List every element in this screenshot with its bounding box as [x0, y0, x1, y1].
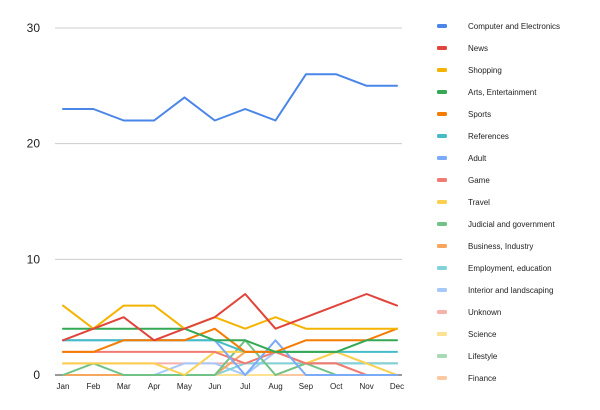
legend-label: Shopping [468, 66, 502, 75]
legend-label: References [468, 132, 509, 141]
legend-label: Computer and Electronics [468, 22, 560, 31]
legend-swatch-arts-entertainment [437, 90, 447, 94]
series-lines [62, 73, 398, 376]
legend-swatch-interior-and-landscaping [437, 288, 447, 292]
series-line-computer-and-electronics [62, 73, 398, 122]
legend-swatch-finance [437, 376, 447, 380]
x-axis-tick-labels: Jan Feb Mar Apr May Jun Jul Aug Sep Oct Nov Dec [57, 382, 405, 391]
x-tick-label: Jun [208, 382, 221, 391]
legend-swatch-science [437, 332, 447, 336]
x-tick-label: Feb [86, 382, 100, 391]
legend-swatch-travel [437, 200, 447, 204]
x-tick-label: Oct [330, 382, 343, 391]
y-tick-label: 20 [27, 137, 41, 151]
legend-label: Game [468, 176, 490, 185]
legend-label: Interior and landscaping [468, 286, 553, 295]
legend-label: News [468, 44, 488, 53]
x-tick-label: Apr [148, 382, 161, 391]
series-line-shopping [62, 304, 398, 330]
legend-swatch-game [437, 178, 447, 182]
legend: Computer and Electronics News Shopping Arts… [437, 22, 560, 383]
legend-label: Travel [468, 198, 490, 207]
legend-swatch-employment-education [437, 266, 447, 270]
legend-label: Employment, education [468, 264, 552, 273]
x-tick-label: Aug [268, 382, 282, 391]
x-tick-label: May [177, 382, 192, 391]
series-line-arts-entertainment [62, 327, 398, 353]
legend-swatch-business-industry [437, 244, 447, 248]
x-tick-label: Sep [299, 382, 314, 391]
legend-label: Sports [468, 110, 491, 119]
legend-swatch-shopping [437, 68, 447, 72]
legend-swatch-unknown [437, 310, 447, 314]
y-tick-label: 10 [27, 252, 41, 266]
legend-label: Arts, Entertainment [468, 88, 537, 97]
legend-swatch-references [437, 134, 447, 138]
x-tick-label: Dec [390, 382, 404, 391]
legend-swatch-sports [437, 112, 447, 116]
y-tick-label: 0 [33, 368, 40, 382]
legend-label: Science [468, 330, 497, 339]
x-tick-label: Jul [240, 382, 250, 391]
legend-swatch-lifestyle [437, 354, 447, 358]
legend-label: Judicial and government [468, 220, 555, 229]
x-tick-label: Mar [117, 382, 131, 391]
legend-label: Business, Industry [468, 242, 533, 251]
series-line-news [62, 293, 398, 342]
legend-swatch-judicial-and-government [437, 222, 447, 226]
series-line-travel [62, 350, 398, 376]
legend-label: Lifestyle [468, 352, 498, 361]
legend-swatch-adult [437, 156, 447, 160]
legend-label: Unknown [468, 308, 501, 317]
legend-swatch-news [437, 46, 447, 50]
series-line-references [62, 339, 398, 353]
legend-label: Finance [468, 374, 497, 383]
legend-label: Adult [468, 154, 487, 163]
x-tick-label: Nov [360, 382, 374, 391]
series-line-employment-education [62, 362, 398, 376]
legend-swatch-computer-and-electronics [437, 24, 447, 28]
y-axis-tick-labels: 0 10 20 30 [27, 21, 41, 382]
y-tick-label: 30 [27, 21, 41, 35]
x-tick-label: Jan [57, 382, 70, 391]
